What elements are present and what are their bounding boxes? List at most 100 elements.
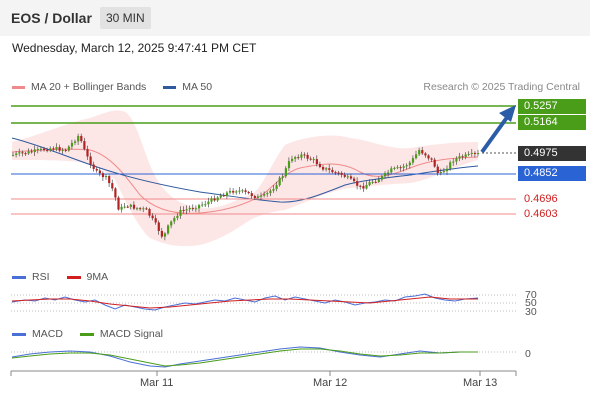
candle-body bbox=[446, 168, 449, 172]
candle-body bbox=[312, 159, 315, 161]
candle-body bbox=[473, 152, 477, 154]
candle-body bbox=[368, 182, 371, 186]
candle-body bbox=[458, 156, 461, 159]
candle-body bbox=[359, 185, 362, 187]
rsi-level-50: 50 bbox=[525, 297, 537, 309]
rsi-legend: RSI 9MA bbox=[12, 271, 125, 283]
candle-body bbox=[49, 148, 52, 151]
candle-body bbox=[405, 165, 408, 167]
candle-body bbox=[151, 215, 154, 219]
candle-body bbox=[108, 176, 111, 184]
rsi-label: RSI bbox=[32, 271, 50, 283]
candle-body bbox=[430, 158, 433, 160]
candle-body bbox=[67, 146, 70, 151]
candle-body bbox=[461, 156, 464, 158]
candle-body bbox=[207, 201, 210, 205]
candle-body bbox=[390, 168, 393, 173]
candle-body bbox=[105, 176, 108, 178]
legend-rsi-9ma: 9MA bbox=[66, 271, 108, 283]
candle-body bbox=[98, 170, 101, 174]
candle-body bbox=[467, 153, 470, 155]
candle-body bbox=[201, 204, 204, 206]
candle-body bbox=[424, 153, 427, 156]
candle-body bbox=[384, 173, 387, 177]
instrument-title: EOS / Dollar bbox=[11, 10, 92, 26]
legend-macd-signal: MACD Signal bbox=[79, 328, 163, 340]
macd-swatch bbox=[12, 332, 26, 336]
candle-body bbox=[12, 154, 15, 156]
candle-body bbox=[129, 204, 132, 207]
candle-body bbox=[77, 136, 80, 142]
candle-body bbox=[111, 183, 114, 189]
candle-body bbox=[380, 176, 384, 180]
candle-body bbox=[30, 151, 33, 153]
candle-body bbox=[393, 167, 396, 169]
candle-body bbox=[101, 173, 105, 178]
candle-body bbox=[46, 150, 49, 152]
candle-body bbox=[387, 172, 390, 174]
candle-body bbox=[455, 158, 458, 162]
candle-body bbox=[284, 168, 287, 177]
candle-body bbox=[449, 162, 452, 169]
candle-body bbox=[117, 197, 120, 210]
macd-signal-line bbox=[11, 348, 478, 367]
rsi-9ma-swatch bbox=[66, 275, 81, 279]
candle-body bbox=[80, 136, 83, 142]
candle-body bbox=[306, 154, 309, 159]
bollinger-band bbox=[12, 110, 478, 247]
candle-body bbox=[399, 167, 402, 169]
candle-body bbox=[266, 193, 269, 195]
rsi-9ma-line bbox=[11, 296, 478, 309]
legend-macd: MACD bbox=[12, 328, 63, 340]
candle-body bbox=[222, 195, 225, 197]
candle-body bbox=[334, 172, 337, 174]
candle-body bbox=[337, 172, 340, 174]
candle-body bbox=[70, 142, 74, 147]
candle-body bbox=[95, 168, 98, 171]
candle-body bbox=[33, 149, 36, 153]
timeframe-button[interactable]: 30 MIN bbox=[100, 7, 151, 29]
candle-body bbox=[427, 155, 430, 159]
candle-body bbox=[244, 190, 247, 192]
candle-body bbox=[439, 172, 442, 174]
candle-body bbox=[325, 168, 328, 170]
candle-body bbox=[436, 166, 439, 173]
credit-text: Research © 2025 Trading Central bbox=[423, 81, 580, 93]
price-label-5164: 0.5164 bbox=[518, 115, 586, 130]
candle-body bbox=[464, 154, 467, 158]
legend-ma20: MA 20 + Bollinger Bands bbox=[12, 81, 146, 93]
candle-body bbox=[176, 215, 179, 218]
x-label-mar13: Mar 13 bbox=[463, 377, 498, 389]
candle-body bbox=[188, 208, 191, 210]
ma20-label: MA 20 + Bollinger Bands bbox=[31, 81, 147, 93]
candle-body bbox=[371, 181, 374, 183]
candle-body bbox=[269, 190, 272, 194]
candle-body bbox=[210, 198, 213, 202]
candle-body bbox=[315, 159, 318, 165]
candle-body bbox=[362, 186, 365, 189]
candle-body bbox=[411, 158, 415, 163]
candle-body bbox=[247, 191, 250, 194]
candle-body bbox=[349, 176, 353, 179]
candle-body bbox=[415, 154, 418, 159]
candle-body bbox=[278, 177, 281, 186]
legend-rsi: RSI bbox=[12, 271, 50, 283]
candle-body bbox=[198, 205, 201, 209]
macd-legend: MACD MACD Signal bbox=[12, 328, 180, 340]
candle-body bbox=[52, 148, 55, 150]
candle-body bbox=[219, 195, 222, 198]
candle-body bbox=[92, 164, 95, 169]
candle-body bbox=[74, 141, 77, 143]
rsi-line bbox=[11, 293, 479, 311]
candle-body bbox=[167, 225, 170, 234]
candle-body bbox=[470, 152, 473, 154]
macd-label: MACD bbox=[32, 328, 63, 340]
candle-body bbox=[287, 161, 291, 169]
candle-body bbox=[331, 169, 334, 173]
candle-body bbox=[179, 210, 182, 216]
candle-body bbox=[163, 233, 167, 237]
ma50-line bbox=[11, 137, 479, 203]
candle-body bbox=[263, 193, 266, 196]
candle-body bbox=[123, 206, 126, 208]
